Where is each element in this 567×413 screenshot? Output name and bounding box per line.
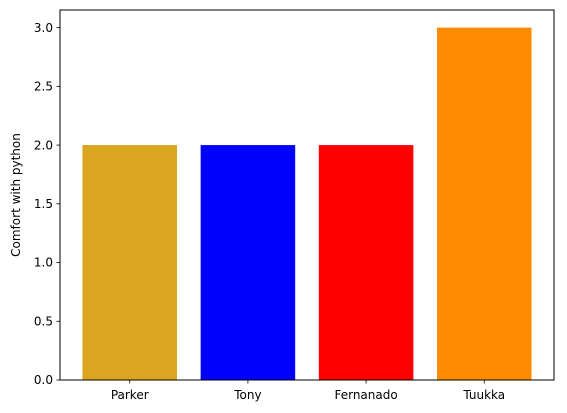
bar-tony: [200, 145, 296, 380]
y-tick-label: 1.5: [34, 197, 53, 211]
plot-frame: [59, 9, 555, 381]
bar-parker: [82, 145, 177, 380]
x-axis: Parker Tony Fernanado Tuukka: [111, 380, 505, 402]
y-axis: 0.0 0.5 1.0 1.5 2.0 2.5 3.0: [34, 21, 60, 387]
y-tick-label: 1.0: [34, 256, 53, 270]
y-axis-label: Comfort with python: [9, 133, 23, 257]
x-tick-label: Tony: [233, 388, 261, 402]
y-tick-label: 2.5: [34, 80, 53, 94]
x-tick-label: Fernanado: [334, 388, 397, 402]
bars-group: [82, 27, 532, 380]
bar-tuukka: [437, 27, 532, 380]
y-tick-label: 0.5: [34, 314, 53, 328]
bar-fernanado: [318, 145, 414, 380]
y-tick-label: 0.0: [34, 373, 53, 387]
x-tick-label: Tuukka: [462, 388, 505, 402]
y-tick-label: 2.0: [34, 138, 53, 152]
y-tick-label: 3.0: [34, 21, 53, 35]
x-tick-label: Parker: [111, 388, 149, 402]
